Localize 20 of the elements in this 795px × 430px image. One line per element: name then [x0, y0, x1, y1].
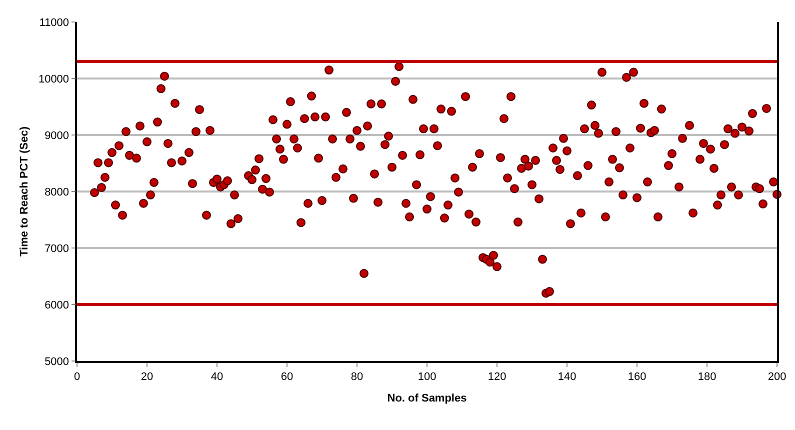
- x-tick-label: 60: [280, 370, 294, 383]
- x-tick-label: 80: [350, 370, 364, 383]
- x-tick-label: 40: [210, 370, 224, 383]
- x-tick-label: 160: [628, 370, 646, 383]
- x-tick-label: 20: [140, 370, 154, 383]
- x-tick-label: 180: [698, 370, 716, 383]
- y-axis-title: Time to Reach PCT (Sec): [18, 126, 31, 256]
- x-tick-label: 200: [768, 370, 786, 383]
- y-tick-label: 6000: [44, 299, 70, 312]
- y-tick-label: 10000: [38, 73, 70, 86]
- x-tick-label: 120: [488, 370, 506, 383]
- x-tick-label: 100: [418, 370, 436, 383]
- y-tick-label: 11000: [39, 16, 70, 29]
- y-tick-label: 7000: [44, 242, 70, 255]
- x-tick-label: 140: [558, 370, 576, 383]
- x-tick-label: 0: [74, 370, 80, 383]
- y-tick-label: 9000: [44, 130, 70, 142]
- y-tick-label: 5000: [44, 356, 70, 368]
- x-axis-title: No. of Samples: [387, 392, 467, 405]
- y-tick-label: 8000: [44, 186, 70, 198]
